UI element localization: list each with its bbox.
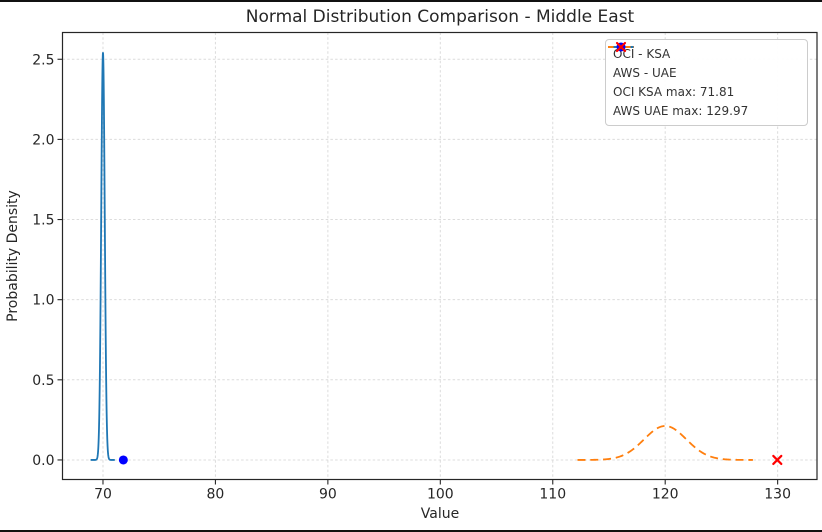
grid-layer [62, 32, 817, 480]
x-tick-label-100: 100 [427, 487, 454, 503]
plot-spines [61, 31, 818, 481]
x-tick-label-70: 70 [94, 487, 112, 503]
x-tick-label-130: 130 [764, 487, 791, 503]
tick-label-layer: 70 80 90 100 110 120 130 0.0 0.5 1.0 1.5 2.0 2.5 [32, 52, 791, 502]
window-border-top [0, 0, 822, 2]
legend-item-aws-uae-max-129-97: AWS UAE max: 129.97 [613, 41, 801, 121]
marker-aws-uae-max-129-97 [772, 454, 783, 466]
legend-item-oci-ksa-max-71-81: OCI KSA max: 71.81 [613, 42, 801, 102]
y-tick-label-1: 1.0 [32, 293, 54, 309]
legend-item-oci-ksa: OCI - KSA [608, 44, 801, 63]
series-curve-oci-ksa [89, 51, 116, 461]
series-layer [89, 51, 754, 461]
marker-oci-ksa-max-71-81 [118, 455, 128, 465]
legend-label: OCI - KSA [613, 46, 671, 61]
legend-item-aws-uae: AWS - UAE [608, 46, 801, 82]
x-tick-label-90: 90 [319, 487, 337, 503]
series-curve-aws-uae [577, 425, 754, 461]
x-tick-label-110: 110 [539, 487, 566, 503]
y-tick-label-0-5: 0.5 [32, 373, 54, 389]
legend-label: AWS - UAE [613, 65, 677, 80]
legend-label: AWS UAE max: 129.97 [613, 104, 749, 119]
y-tick-label-2: 2.0 [32, 132, 54, 148]
y-axis-label: Probability Density [5, 190, 21, 322]
y-tick-label-2-5: 2.5 [32, 52, 54, 68]
window-border-bottom [0, 530, 822, 532]
y-tick-label-1-5: 1.5 [32, 213, 54, 229]
x-tick-label-80: 80 [207, 487, 225, 503]
chart-title: Normal Distribution Comparison - Middle … [246, 7, 635, 27]
marker-layer [118, 454, 783, 466]
x-axis-label: Value [421, 506, 459, 522]
axes-layer [57, 31, 818, 485]
legend: OCI - KSA AWS - UAE OCI KSA max: 71.81 AWS … [605, 39, 808, 126]
x-tick-label-120: 120 [652, 487, 679, 503]
x-marker-icon [615, 41, 627, 53]
legend-label: OCI KSA max: 71.81 [613, 85, 735, 100]
y-tick-label-0: 0.0 [32, 453, 54, 469]
